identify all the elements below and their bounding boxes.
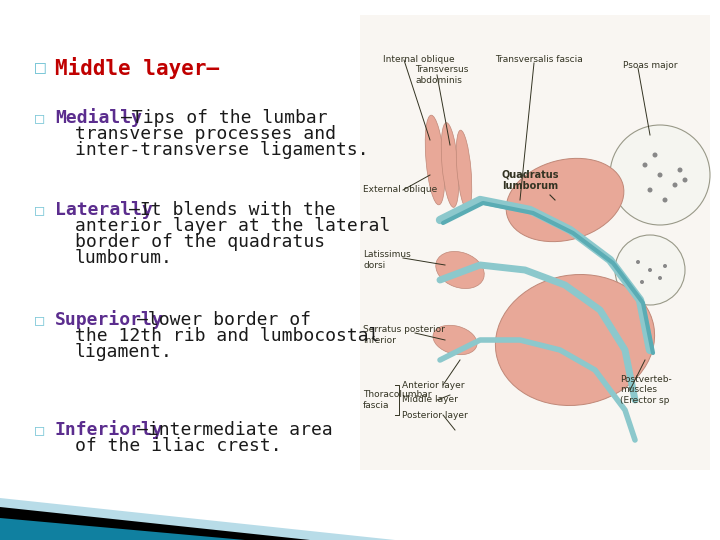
Text: border of the quadratus: border of the quadratus [75,233,325,251]
Text: Postverteb-
muscles
(Erector sp: Postverteb- muscles (Erector sp [620,375,672,405]
Text: transverse processes and: transverse processes and [75,125,336,143]
Circle shape [648,268,652,272]
Polygon shape [0,498,395,540]
Text: Laterally: Laterally [55,201,153,219]
Text: Latissimus
dorsi: Latissimus dorsi [363,251,410,269]
Text: anterior layer at the lateral: anterior layer at the lateral [75,217,390,235]
Circle shape [640,280,644,284]
Text: –lower border of: –lower border of [137,311,311,329]
Text: Medially: Medially [55,109,142,127]
Text: □: □ [35,59,46,77]
Text: –It blends with the: –It blends with the [129,201,336,219]
Text: Serratus posterior
inferior: Serratus posterior inferior [363,325,445,345]
Text: ligament.: ligament. [75,343,173,361]
Ellipse shape [495,274,654,406]
Text: □: □ [35,202,44,218]
Ellipse shape [426,115,445,205]
Text: Internal oblique: Internal oblique [383,56,454,64]
Circle shape [647,187,652,192]
Text: External oblique: External oblique [363,186,437,194]
Text: Anterior layer: Anterior layer [402,381,464,389]
Polygon shape [0,507,310,540]
Ellipse shape [456,130,472,210]
Text: inter-transverse ligaments.: inter-transverse ligaments. [75,141,369,159]
Ellipse shape [506,158,624,241]
Text: □: □ [35,313,44,327]
Text: Transversalis fascia: Transversalis fascia [495,56,582,64]
Bar [360,15,710,470]
Circle shape [615,235,685,305]
Text: Superiorly: Superiorly [55,310,163,329]
Text: Thoracolumbar
fascia: Thoracolumbar fascia [363,390,431,410]
Text: Inferiorly: Inferiorly [55,421,163,440]
Text: □: □ [35,422,44,437]
Text: Quadratus
lumborum: Quadratus lumborum [501,169,559,191]
Text: –intermediate area: –intermediate area [137,421,333,439]
Circle shape [657,172,662,178]
Circle shape [678,167,683,172]
Circle shape [672,183,678,187]
Text: of the iliac crest.: of the iliac crest. [75,437,282,455]
Circle shape [636,260,640,264]
Text: Posterior layer: Posterior layer [402,410,468,420]
Circle shape [610,125,710,225]
Ellipse shape [441,123,459,207]
Text: –Tips of the lumbar: –Tips of the lumbar [120,109,327,127]
Circle shape [642,163,647,167]
Ellipse shape [433,325,477,355]
Circle shape [662,198,667,202]
Circle shape [663,264,667,268]
Text: lumborum.: lumborum. [75,249,173,267]
Polygon shape [0,518,245,540]
Text: Transversus
abdominis: Transversus abdominis [415,65,469,85]
Ellipse shape [436,252,485,288]
Text: the 12th rib and lumbocostal: the 12th rib and lumbocostal [75,327,379,345]
Text: Psoas major: Psoas major [623,60,678,70]
Text: Middle layer: Middle layer [402,395,458,404]
Circle shape [683,178,688,183]
Text: Middle layer–: Middle layer– [55,57,219,79]
Text: □: □ [35,111,44,125]
Circle shape [652,152,657,158]
Circle shape [658,276,662,280]
